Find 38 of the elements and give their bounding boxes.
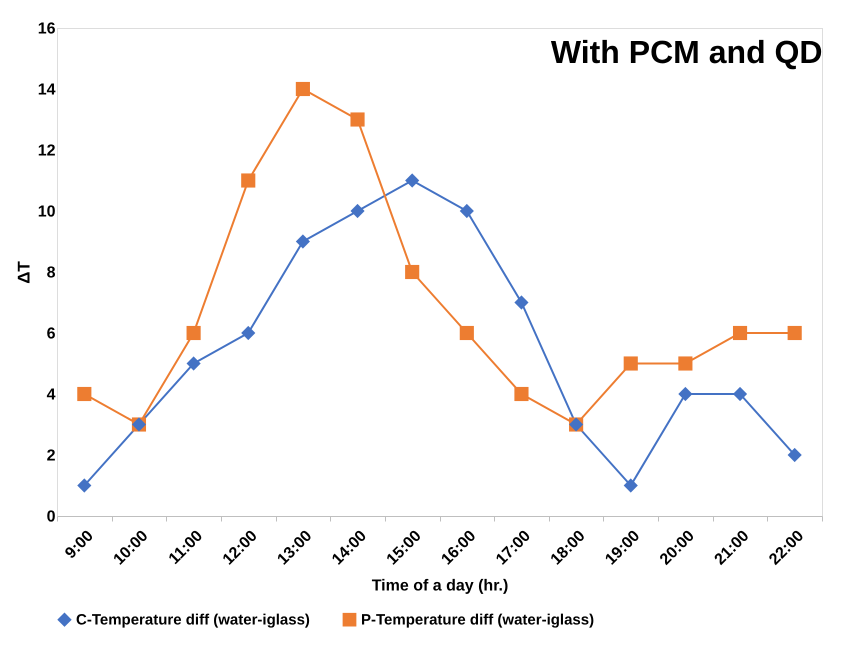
point — [788, 326, 802, 340]
y-tick-label: 8 — [46, 264, 56, 282]
point — [732, 326, 748, 340]
y-tick-label: 14 — [38, 82, 56, 98]
legend-label: C-Temperature diff (water-iglass) — [76, 612, 310, 629]
point — [241, 326, 256, 340]
point — [350, 204, 365, 218]
point — [405, 173, 420, 188]
point — [186, 356, 201, 371]
point — [788, 448, 802, 462]
point — [678, 386, 692, 402]
point — [77, 386, 92, 402]
y-tick-label: 16 — [38, 20, 56, 38]
point — [732, 386, 748, 402]
point — [296, 234, 310, 249]
y-tick-label: 4 — [46, 386, 56, 404]
y-tick-label: 10 — [38, 204, 56, 220]
y-tick-label: 0 — [46, 508, 56, 526]
point — [186, 326, 201, 340]
point — [624, 478, 638, 493]
y-tick-label: 6 — [46, 326, 56, 342]
point — [296, 82, 310, 96]
point — [405, 264, 420, 280]
chart-title: With PCM and QD — [550, 34, 822, 70]
point — [350, 112, 365, 127]
point — [514, 295, 529, 310]
legend-label: P-Temperature diff (water-iglass) — [361, 612, 594, 629]
point — [514, 386, 529, 402]
x-axis-title: Time of a day (hr.) — [372, 578, 508, 595]
point — [77, 478, 92, 493]
point — [460, 326, 474, 340]
point — [460, 204, 474, 218]
point — [624, 356, 638, 371]
point — [241, 173, 256, 188]
y-tick-label: 12 — [38, 142, 56, 160]
y-tick-label: 2 — [46, 448, 56, 464]
point — [678, 356, 692, 371]
y-axis-title: ΔT — [14, 260, 34, 284]
